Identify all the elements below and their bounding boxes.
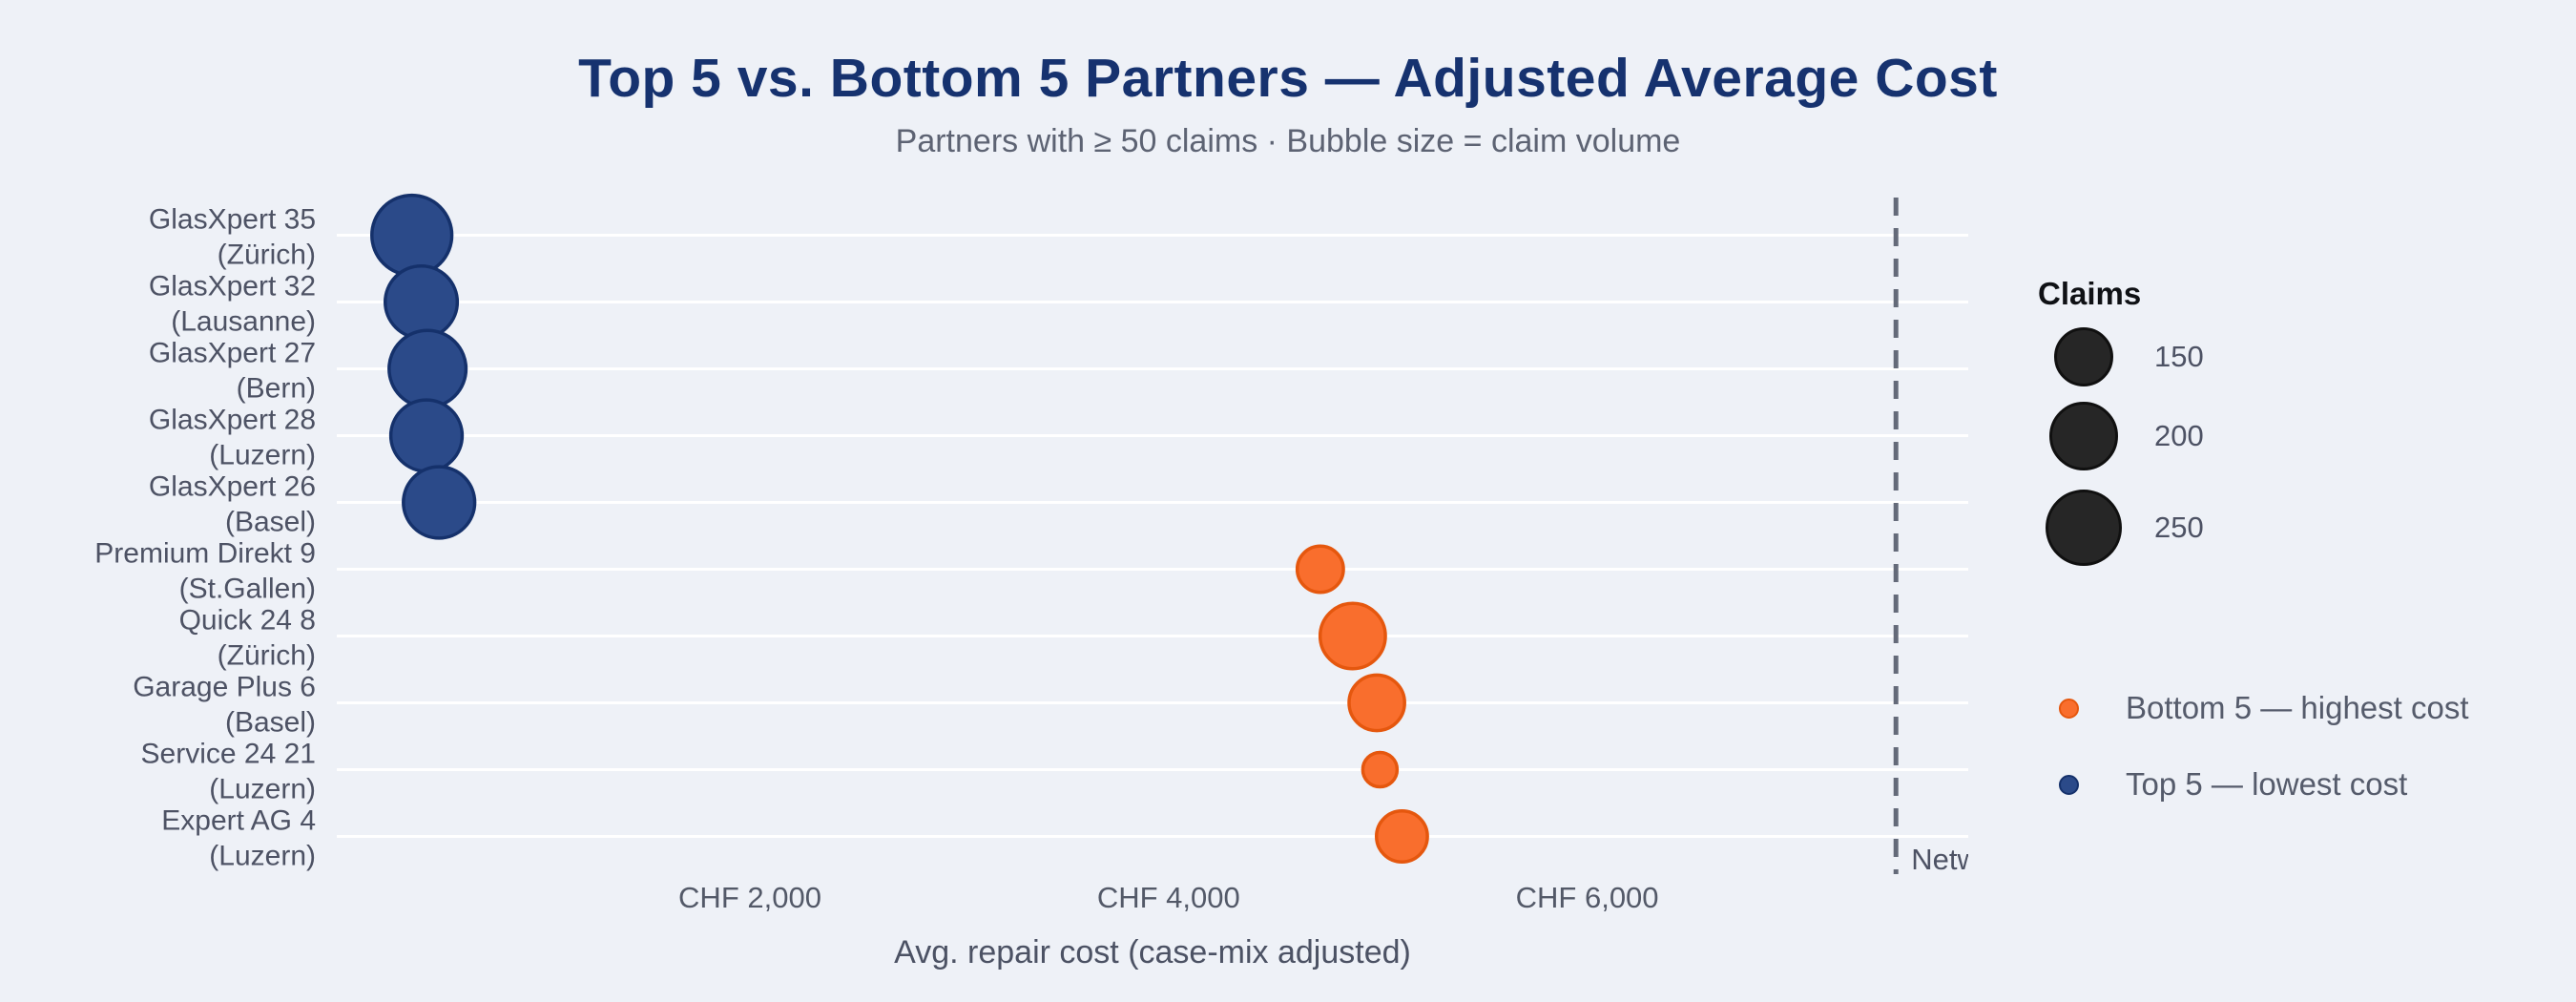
y-axis-labels: GlasXpert 35 (Zürich)GlasXpert 32 (Lausann… bbox=[94, 204, 316, 872]
y-axis-label: Premium Direkt 9 (St.Gallen) bbox=[94, 538, 316, 605]
data-bubble-top5[interactable] bbox=[402, 465, 477, 540]
network-average-reference-line: Netw bbox=[1893, 198, 1979, 876]
data-bubble-top5[interactable] bbox=[383, 263, 460, 341]
data-bubble-top5[interactable] bbox=[387, 328, 468, 409]
x-axis-title: Avg. repair cost (case-mix adjusted) bbox=[894, 934, 1411, 971]
size-legend-title: Claims bbox=[2038, 276, 2142, 311]
data-bubble-bottom5[interactable] bbox=[1374, 809, 1429, 864]
bubble-series bbox=[370, 193, 1429, 864]
data-bubble-top5[interactable] bbox=[370, 193, 454, 278]
gridlines bbox=[337, 234, 1968, 838]
data-bubble-bottom5[interactable] bbox=[1295, 544, 1345, 595]
x-axis-tick-label: CHF 2,000 bbox=[678, 881, 821, 914]
top5-legend-dot-icon bbox=[2059, 774, 2079, 795]
size-legend-bubble bbox=[2045, 489, 2123, 567]
chart-title: Top 5 vs. Bottom 5 Partners — Adjusted A… bbox=[578, 48, 1998, 109]
y-axis-label: GlasXpert 35 (Zürich) bbox=[149, 204, 316, 271]
color-legend-label: Top 5 — lowest cost bbox=[2126, 766, 2408, 802]
data-bubble-bottom5[interactable] bbox=[1347, 673, 1406, 733]
network-average-label: Netw bbox=[1911, 843, 1979, 876]
data-bubble-bottom5[interactable] bbox=[1318, 601, 1387, 671]
color-legend-label: Bottom 5 — highest cost bbox=[2126, 690, 2469, 725]
y-axis-label: GlasXpert 27 (Bern) bbox=[149, 338, 316, 405]
y-axis-label: GlasXpert 26 (Basel) bbox=[149, 471, 316, 538]
chart-subtitle: Partners with ≥ 50 claims · Bubble size … bbox=[895, 123, 1681, 159]
size-legend-value: 150 bbox=[2154, 340, 2204, 373]
y-axis-label: Garage Plus 6 (Basel) bbox=[133, 672, 316, 739]
data-bubble-bottom5[interactable] bbox=[1361, 750, 1400, 789]
y-axis-label: GlasXpert 32 (Lausanne) bbox=[149, 271, 316, 338]
y-axis-label: Expert AG 4 (Luzern) bbox=[161, 805, 316, 872]
x-axis-tick-label: CHF 4,000 bbox=[1097, 881, 1240, 914]
bottom5-legend-dot-icon bbox=[2059, 698, 2079, 719]
size-legend-value: 250 bbox=[2154, 511, 2204, 544]
y-axis-label: Service 24 21 (Luzern) bbox=[141, 739, 316, 805]
data-bubble-top5[interactable] bbox=[388, 398, 465, 473]
x-axis-tick-label: CHF 6,000 bbox=[1516, 881, 1659, 914]
x-axis-tick-labels: CHF 2,000 CHF 4,000 CHF 6,000 bbox=[678, 881, 1659, 914]
y-axis-label: Quick 24 8 (Zürich) bbox=[179, 605, 316, 672]
y-axis-label: GlasXpert 28 (Luzern) bbox=[149, 405, 316, 471]
size-legend-bubble bbox=[2048, 401, 2119, 471]
size-legend-bubble bbox=[2053, 326, 2114, 387]
size-legend-value: 200 bbox=[2154, 419, 2204, 452]
